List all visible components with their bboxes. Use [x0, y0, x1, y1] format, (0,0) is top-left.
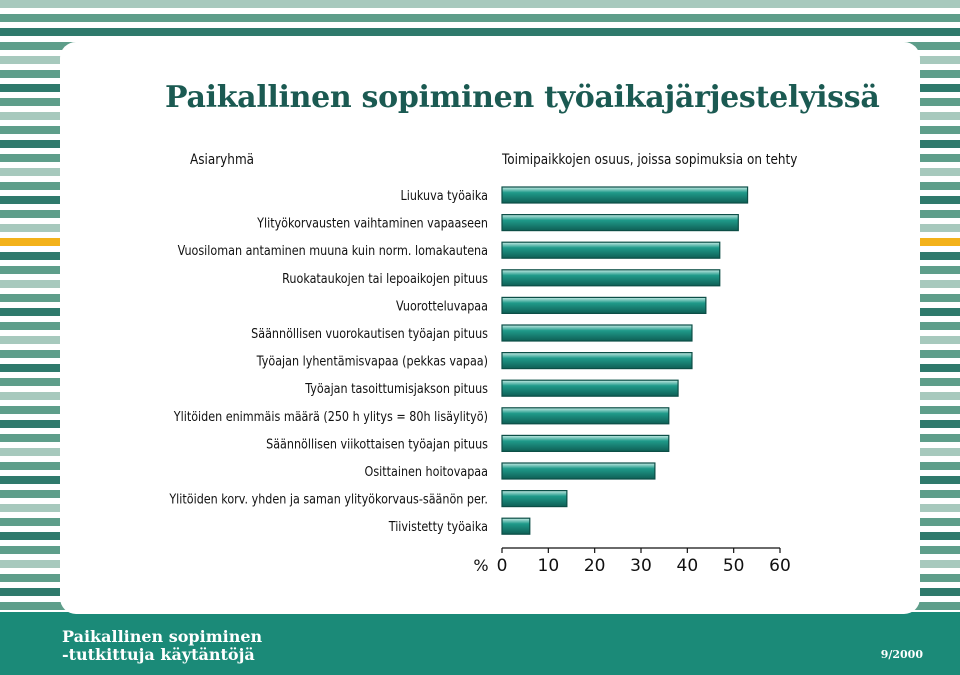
bar	[501, 214, 739, 232]
bar	[501, 462, 656, 480]
x-tick-label: 20	[584, 556, 606, 576]
category-label: Liukuva työaika	[401, 188, 488, 203]
stripe	[0, 14, 960, 22]
footer-line-1: Paikallinen sopiminen	[62, 627, 263, 646]
category-label: Vuosiloman antaminen muuna kuin norm. lo…	[178, 243, 488, 258]
bar	[501, 434, 670, 452]
x-tick-label: 0	[497, 556, 508, 576]
page-title: Paikallinen sopiminen työaikajärjestelyi…	[165, 80, 880, 115]
footer-title: Paikallinen sopiminen -tutkittuja käytän…	[62, 628, 262, 664]
category-label: Säännöllisen viikottaisen työajan pituus	[266, 437, 488, 452]
stripe	[0, 28, 960, 36]
stripe-gap	[0, 22, 960, 28]
bar	[501, 490, 568, 508]
category-label: Vuorotteluvapaa	[396, 299, 488, 314]
stripe-gap	[0, 36, 960, 42]
value-axis-header: Toimipaikkojen osuus, joissa sopimuksia …	[502, 152, 798, 168]
bar	[501, 379, 679, 397]
stripe	[0, 0, 960, 8]
bar	[501, 407, 670, 425]
category-label: Työajan tasoittumisjakson pituus	[304, 381, 488, 396]
stripe-gap	[0, 8, 960, 14]
category-label: Ylityökorvausten vaihtaminen vapaaseen	[256, 216, 488, 231]
category-label: Osittainen hoitovapaa	[365, 464, 488, 479]
bar	[501, 352, 693, 370]
x-axis-unit-label: %	[473, 556, 488, 575]
chart-card	[60, 42, 920, 614]
x-tick-label: 10	[538, 556, 560, 576]
footer-line-2: -tutkittuja käytäntöjä	[62, 645, 255, 664]
category-axis-header: Asiaryhmä	[190, 152, 255, 168]
issue-number: 9/2000	[880, 648, 923, 661]
x-tick-label: 50	[723, 556, 745, 576]
category-label: Ylitöiden korv. yhden ja saman ylityökor…	[168, 492, 488, 507]
bar	[501, 241, 721, 259]
x-tick-label: 60	[769, 556, 791, 576]
bar	[501, 269, 721, 287]
category-label: Ylitöiden enimmäis määrä (250 h ylitys =…	[173, 409, 488, 424]
x-tick-label: 40	[677, 556, 699, 576]
category-label: Säännöllisen vuorokautisen työajan pituu…	[251, 326, 488, 341]
bar	[501, 296, 707, 314]
category-label: Työajan lyhentämisvapaa (pekkas vapaa)	[256, 354, 488, 369]
bar	[501, 186, 749, 204]
bar	[501, 324, 693, 342]
footer-band	[0, 612, 960, 675]
x-tick-label: 30	[630, 556, 652, 576]
bar	[501, 517, 531, 535]
category-label: Tiivistetty työaika	[388, 519, 488, 534]
category-label: Ruokataukojen tai lepoaikojen pituus	[282, 271, 488, 286]
